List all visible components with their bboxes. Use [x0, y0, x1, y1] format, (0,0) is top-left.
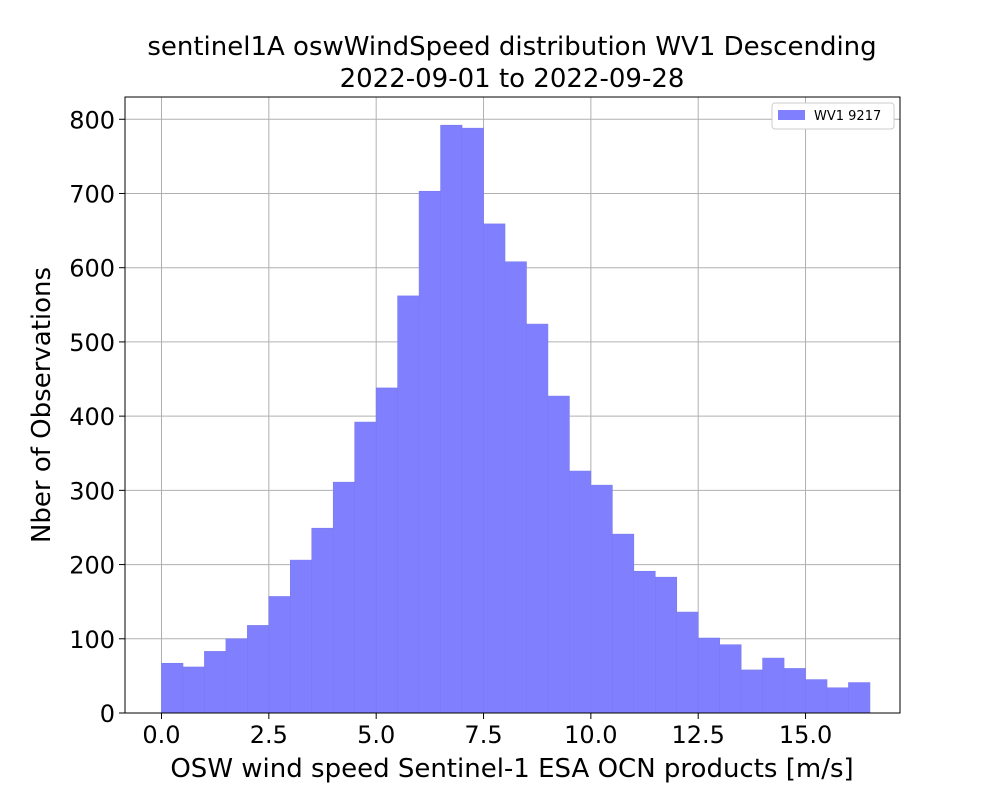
- histogram-bar: [504, 261, 527, 714]
- y-tick-label: 100: [69, 626, 115, 654]
- y-tick-label: 0: [100, 700, 115, 728]
- y-tick-label: 800: [69, 106, 115, 134]
- histogram-bar: [204, 651, 227, 714]
- histogram-bar: [805, 679, 828, 714]
- histogram-bar: [440, 124, 463, 714]
- histogram-bar: [268, 596, 291, 714]
- histogram-bar: [418, 190, 441, 714]
- histogram-bar: [569, 470, 592, 714]
- histogram-bar: [311, 527, 334, 714]
- histogram-bar: [483, 223, 506, 714]
- histogram-bar: [182, 666, 205, 714]
- histogram-bar: [848, 682, 871, 714]
- x-axis-label: OSW wind speed Sentinel-1 ESA OCN produc…: [170, 754, 853, 784]
- histogram-bar: [161, 662, 184, 714]
- histogram-bar: [676, 611, 699, 714]
- histogram-bar: [397, 295, 420, 714]
- histogram-bar: [547, 395, 570, 714]
- histogram-bar: [740, 669, 763, 714]
- x-tick-label: 12.5: [671, 721, 724, 749]
- histogram-bar: [375, 387, 398, 714]
- histogram-bar: [654, 576, 678, 714]
- histogram-bar: [762, 657, 785, 714]
- x-tick-label: 2.5: [250, 721, 288, 749]
- histogram-bar: [461, 127, 484, 714]
- x-tick-label: 7.5: [464, 721, 502, 749]
- x-tick-label: 5.0: [357, 721, 395, 749]
- histogram-bar: [783, 668, 806, 714]
- plot-area-frame: [124, 96, 901, 714]
- y-axis-ticks: 0 100 200 300 400 500 600 700 800: [69, 106, 125, 728]
- y-tick-label: 400: [69, 403, 115, 431]
- histogram-bar: [826, 687, 849, 714]
- histogram-bar: [225, 638, 248, 714]
- legend-box: [771, 102, 895, 130]
- histogram-bars: [161, 124, 871, 714]
- histogram-bar: [612, 533, 635, 714]
- y-tick-label: 200: [69, 552, 115, 580]
- chart-title-line1: sentinel1A oswWindSpeed distribution WV1…: [147, 32, 876, 62]
- x-tick-label: 15.0: [779, 721, 832, 749]
- y-tick-label: 600: [69, 255, 115, 283]
- histogram-bar: [526, 323, 549, 714]
- y-tick-label: 700: [69, 180, 115, 208]
- x-tick-label: 10.0: [564, 721, 617, 749]
- chart-title-line2: 2022-09-01 to 2022-09-28: [340, 64, 685, 94]
- histogram-bar: [633, 570, 656, 714]
- histogram-bar: [332, 481, 356, 714]
- x-axis-ticks: 0.0 2.5 5.0 7.5 10.0 12.5 15.0: [142, 713, 832, 749]
- histogram-bar: [247, 625, 270, 714]
- histogram-bar: [290, 559, 313, 714]
- histogram-bar: [354, 421, 377, 714]
- y-tick-label: 500: [69, 329, 115, 357]
- legend-label: WV1 9217: [814, 109, 881, 124]
- y-axis-label: Nber of Observations: [27, 267, 57, 543]
- histogram-bar: [697, 637, 720, 714]
- y-tick-label: 300: [69, 477, 115, 505]
- legend-swatch: [778, 110, 805, 120]
- legend: WV1 9217: [771, 102, 895, 130]
- x-tick-label: 0.0: [142, 721, 180, 749]
- histogram-bar: [719, 644, 742, 714]
- histogram-bar: [590, 484, 613, 714]
